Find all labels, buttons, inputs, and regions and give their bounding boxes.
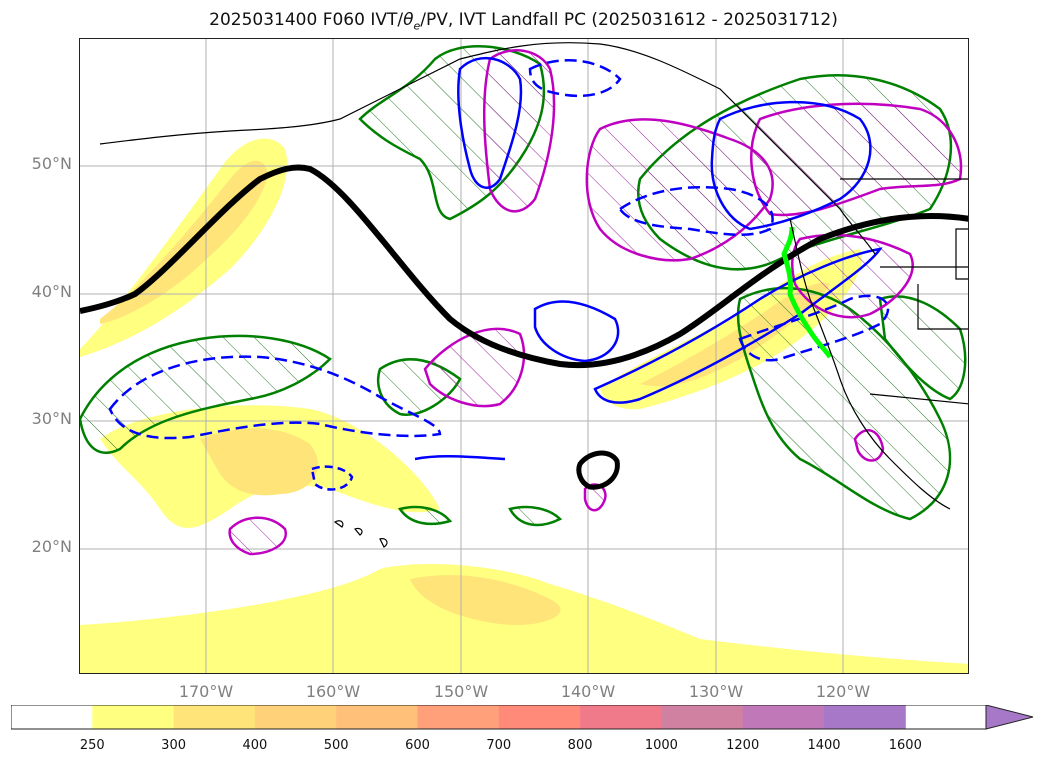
lat-label-50n: 50°N (31, 154, 72, 173)
colorbar-band (498, 705, 581, 729)
state-border-3 (917, 284, 968, 330)
colorbar-extend-arrow (985, 705, 1034, 730)
hawaii-islands (333, 520, 388, 548)
pv-pos-north (482, 49, 556, 213)
box-border (955, 228, 968, 280)
colorbar-tick-label: 1600 (888, 738, 922, 753)
colorbar-band (824, 705, 906, 729)
colorbar-band (742, 705, 825, 729)
theta-e-region-small2 (397, 505, 453, 526)
pv-pos-west (228, 516, 287, 556)
colorbar-tick-label: 500 (323, 738, 349, 753)
colorbar-tick-label: 1200 (726, 738, 760, 753)
colorbar-band (336, 705, 418, 729)
lat-label-30n: 30°N (31, 409, 72, 428)
colorbar-tick-label: 1000 (644, 738, 678, 753)
us-west-coast (789, 218, 951, 510)
small-closed-contour (576, 450, 620, 490)
title-suffix: /PV, IVT Landfall PC (2025031612 - 20250… (420, 10, 838, 30)
lon-label-160w: 160°W (305, 682, 361, 701)
pv-neg-north (457, 56, 523, 189)
colorbar-tick-label: 250 (79, 738, 105, 753)
pv-neg-dashed-north (528, 59, 622, 98)
title-theta-subscript: e (413, 19, 421, 33)
colorbar-tick-label: 800 (567, 738, 593, 753)
pv-neg-gulf (710, 100, 872, 231)
lon-label-140w: 140°W (560, 682, 616, 701)
pv-negative-contours (108, 56, 890, 491)
colorbar-band (254, 705, 337, 729)
theta-e-region-ca (878, 295, 967, 401)
hawaii-island-2 (354, 527, 363, 536)
colorbar-bands (11, 705, 906, 729)
coastlines (99, 42, 968, 510)
colorbar-band (580, 705, 662, 729)
pv-neg-dashed-gulf (618, 185, 774, 237)
figure-title: 2025031400 F060 IVT/θe/PV, IVT Landfall … (0, 10, 1047, 32)
landfall-line (781, 226, 833, 359)
map-panel (79, 38, 969, 674)
pv-neg-dashed-west (108, 355, 442, 440)
title-theta: θ (403, 10, 414, 30)
colorbar-band (11, 705, 93, 729)
ivt-region-central-inner (200, 428, 319, 496)
pv-neg-small (414, 455, 506, 461)
map-canvas (80, 39, 968, 673)
colorbar-tick-label: 600 (405, 738, 430, 753)
colorbar-tick-label: 700 (486, 738, 512, 753)
ivt-region-south-inner (410, 575, 561, 625)
colorbar-tick-label: 400 (242, 738, 268, 753)
ivt-shading (80, 138, 968, 673)
ivt-colorbar (11, 705, 1034, 730)
state-border-4 (869, 393, 968, 405)
pv-pos-sw (853, 429, 885, 462)
colorbar-band (173, 705, 256, 729)
alaska-coast (99, 42, 876, 255)
lon-label-170w: 170°W (178, 682, 234, 701)
colorbar-band (417, 705, 500, 729)
colorbar-band (92, 705, 175, 729)
colorbar-band (661, 705, 744, 729)
pv-neg-mid (533, 300, 620, 363)
pv-neg-coast (593, 247, 883, 404)
lat-label-40n: 40°N (31, 282, 72, 301)
title-prefix: 2025031400 F060 IVT/ (209, 10, 404, 30)
lat-label-20n: 20°N (31, 537, 72, 556)
steering-line (80, 164, 968, 369)
lon-label-150w: 150°W (433, 682, 489, 701)
pv-neg-dashed-coast (738, 294, 890, 362)
pv-pos-ne (750, 102, 963, 217)
theta-e-region-west (80, 334, 332, 454)
colorbar-tick-label: 1400 (807, 738, 841, 753)
pv-neg-dashed-small (310, 465, 354, 491)
pv-pos-gulf (585, 118, 774, 262)
colorbar-tick-label: 300 (161, 738, 186, 753)
ivt-region-west-inner (100, 160, 268, 324)
lon-label-120w: 120°W (815, 682, 871, 701)
theta-e-region-small1 (508, 505, 563, 527)
hawaii-island-1 (333, 520, 344, 528)
hawaii-island-3 (379, 538, 388, 548)
lon-label-130w: 130°W (688, 682, 744, 701)
pv-pos-small (583, 483, 607, 512)
